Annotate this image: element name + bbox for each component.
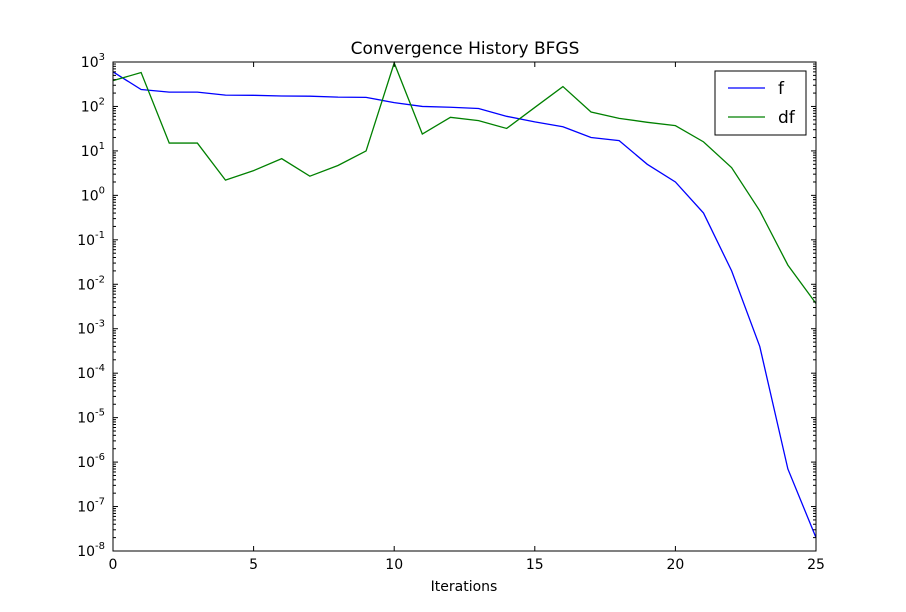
chart-title: Convergence History BFGS: [351, 39, 580, 59]
plot-frame: [112, 61, 817, 552]
y-tick-label: 10-2: [77, 274, 105, 293]
x-tick-label: 5: [249, 557, 258, 573]
x-axis-ticks: 0 5 10 15 20 25: [109, 62, 825, 573]
series-line-f: [112, 71, 817, 538]
x-tick-label: 0: [109, 557, 118, 573]
y-tick-label: 10-8: [77, 541, 105, 560]
series-line-df: [112, 61, 817, 304]
plot-lines: [112, 61, 817, 538]
legend: f df: [714, 70, 807, 136]
y-tick-label: 10-7: [77, 497, 105, 516]
x-axis-label: Iterations: [431, 579, 498, 595]
legend-label-df: df: [778, 108, 796, 128]
x-tick-label: 15: [526, 557, 544, 573]
y-tick-label: 100: [81, 185, 105, 204]
x-tick-label: 20: [666, 557, 684, 573]
y-tick-label: 101: [81, 141, 105, 160]
y-tick-label: 10-1: [77, 230, 105, 249]
y-tick-label: 10-4: [77, 363, 105, 382]
y-tick-label: 10-5: [77, 408, 105, 427]
y-tick-label: 102: [81, 96, 105, 115]
y-tick-label: 10-6: [77, 452, 105, 471]
x-tick-label: 10: [385, 557, 403, 573]
y-tick-label: 103: [81, 52, 105, 71]
legend-label-f: f: [778, 79, 785, 99]
x-tick-label: 25: [807, 557, 825, 573]
legend-frame: [714, 70, 807, 136]
y-tick-label: 10-3: [77, 319, 105, 338]
y-axis-ticks: 103 102 101 100 10-1 10-2 10-3 10-4 10-5 10-6 10-7…: [77, 52, 816, 560]
